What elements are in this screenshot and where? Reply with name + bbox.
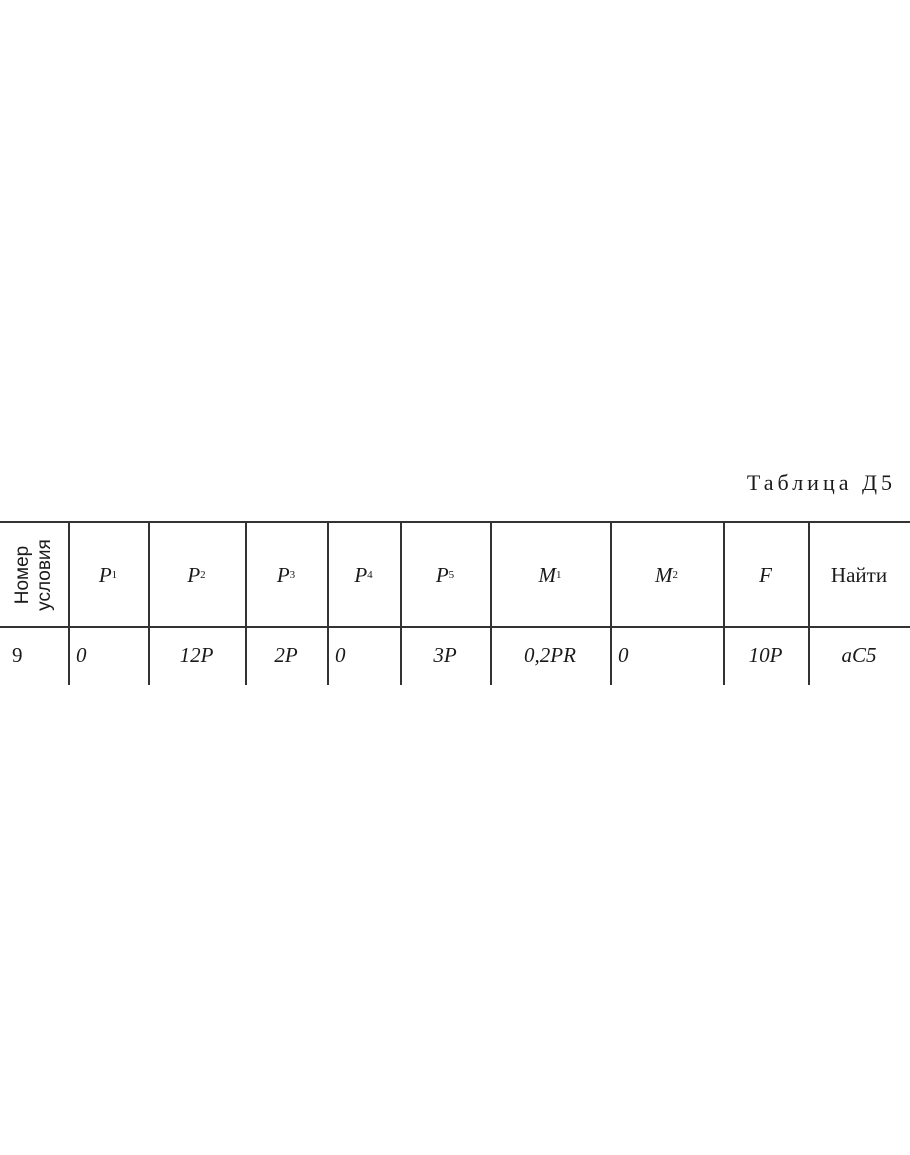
table-header-rule [0, 626, 910, 628]
column-subscript: 4 [367, 569, 373, 581]
column-divider [808, 523, 810, 685]
find-cell: aC5 [841, 642, 877, 667]
column-divider [245, 523, 247, 685]
table-cell: 0 [76, 642, 87, 667]
table-title: Таблица Д5 [746, 470, 896, 495]
table-cell: 12P [179, 642, 214, 667]
column-symbol: P [354, 562, 368, 587]
column-divider [490, 523, 492, 685]
table-cell: 0 [618, 642, 629, 667]
column-divider [610, 523, 612, 685]
row-number: 9 [12, 642, 23, 667]
column-subscript: 2 [672, 569, 679, 581]
column-divider [68, 523, 70, 685]
find-header: Найти [830, 562, 888, 587]
column-subscript: 1 [111, 569, 118, 581]
table-cell: 2P [274, 642, 298, 667]
column-symbol: M [655, 562, 673, 587]
column-symbol: F [759, 562, 772, 587]
column-symbol: P [435, 562, 449, 587]
table-cell: 3P [433, 642, 457, 667]
row-header-line-2: условия [34, 539, 55, 611]
row-number-header-text: Номер условия [12, 539, 56, 611]
table-top-rule [0, 521, 910, 523]
column-subscript: 3 [289, 569, 296, 581]
table-cell: 0 [335, 642, 346, 667]
column-symbol: P [98, 562, 112, 587]
column-divider [723, 523, 725, 685]
column-symbol: P [187, 562, 201, 587]
table-cell: 10P [748, 642, 783, 667]
row-header-line-1: Номер [12, 545, 33, 605]
column-divider [400, 523, 402, 685]
column-symbol: M [538, 562, 557, 587]
column-subscript: 1 [556, 569, 562, 581]
column-divider [148, 523, 150, 685]
row-number-header: Номер условия [4, 524, 64, 626]
column-symbol: P [276, 562, 290, 587]
column-subscript: 2 [200, 569, 206, 581]
column-divider [327, 523, 329, 685]
column-header: F [723, 524, 808, 626]
column-subscript: 5 [448, 569, 455, 581]
table-cell: 0,2PR [524, 642, 576, 667]
